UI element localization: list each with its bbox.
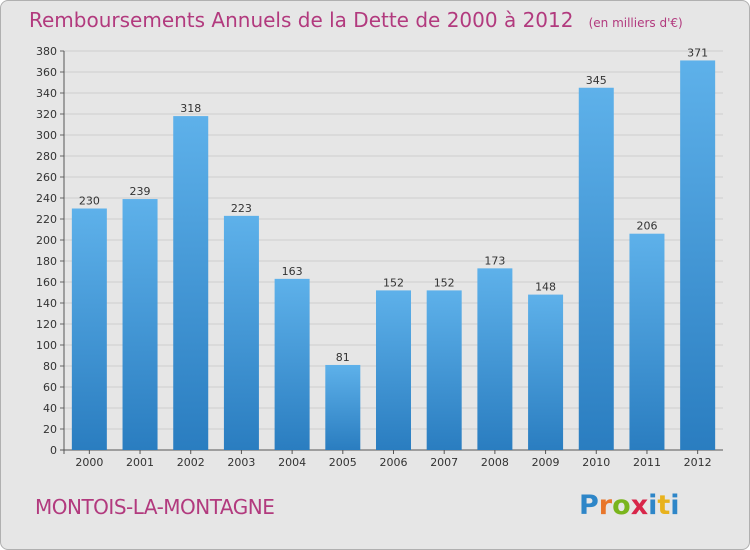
data-label: 163 xyxy=(282,265,303,278)
y-tick-label: 160 xyxy=(36,276,57,289)
x-tick-label: 2004 xyxy=(278,456,306,469)
y-tick-label: 60 xyxy=(43,381,57,394)
labels: 0 20 40 60 80 100 120 140 160 180 200 220 240 260 280 3… xyxy=(36,45,712,469)
x-tick-label: 2009 xyxy=(532,456,560,469)
bar xyxy=(325,364,361,450)
y-tick-label: 140 xyxy=(36,297,57,310)
data-label: 173 xyxy=(484,254,505,267)
bar xyxy=(477,268,513,450)
logo-letter: i xyxy=(648,490,658,521)
x-tick-label: 2006 xyxy=(380,456,408,469)
logo-letter: t xyxy=(657,490,671,521)
y-tick-label: 360 xyxy=(36,66,57,79)
bars xyxy=(71,60,716,450)
logo-letter: i xyxy=(670,490,680,521)
bar xyxy=(173,116,209,450)
bar xyxy=(274,278,310,450)
y-tick-label: 280 xyxy=(36,150,57,163)
y-tick-label: 220 xyxy=(36,213,57,226)
x-tick-label: 2010 xyxy=(582,456,610,469)
y-tick-label: 40 xyxy=(43,402,57,415)
bar xyxy=(629,233,665,450)
bar xyxy=(223,215,259,450)
y-tick-label: 340 xyxy=(36,87,57,100)
bar xyxy=(376,290,411,450)
y-tick-label: 200 xyxy=(36,234,57,247)
bar xyxy=(680,60,716,450)
bar xyxy=(578,87,614,450)
x-tick-label: 2001 xyxy=(126,456,154,469)
logo-letter: o xyxy=(612,490,631,521)
bar xyxy=(71,208,107,450)
x-tick-label: 2012 xyxy=(684,456,712,469)
y-tick-label: 320 xyxy=(36,108,57,121)
logo-letter: r xyxy=(598,490,613,521)
x-tick-label: 2008 xyxy=(481,456,509,469)
y-tick-label: 180 xyxy=(36,255,57,268)
data-label: 148 xyxy=(535,281,556,294)
proxiti-logo[interactable]: Proxiti xyxy=(579,490,680,521)
data-label: 371 xyxy=(687,46,708,59)
y-tick-label: 260 xyxy=(36,171,57,184)
x-tick-label: 2000 xyxy=(75,456,103,469)
y-tick-label: 100 xyxy=(36,339,57,352)
chart-title: Remboursements Annuels de la Dette de 20… xyxy=(29,8,574,32)
x-tick-label: 2003 xyxy=(227,456,255,469)
data-label: 206 xyxy=(636,220,657,233)
y-tick-label: 240 xyxy=(36,192,57,205)
data-label: 318 xyxy=(180,102,201,115)
bar xyxy=(528,294,564,450)
data-label: 152 xyxy=(434,276,455,289)
logo-letter: x xyxy=(630,490,649,521)
x-tick-label: 2002 xyxy=(177,456,205,469)
bar xyxy=(122,199,158,450)
x-tick-label: 2007 xyxy=(430,456,458,469)
y-tick-label: 300 xyxy=(36,129,57,142)
chart-unit: (en milliers d'€) xyxy=(588,16,683,30)
data-label: 230 xyxy=(79,195,100,208)
y-tick-label: 80 xyxy=(43,360,57,373)
data-label: 345 xyxy=(586,74,607,87)
data-label: 81 xyxy=(336,351,350,364)
data-label: 152 xyxy=(383,276,404,289)
y-tick-label: 20 xyxy=(43,423,57,436)
data-label: 223 xyxy=(231,202,252,215)
data-label: 239 xyxy=(130,185,151,198)
y-tick-label: 120 xyxy=(36,318,57,331)
commune-name: MONTOIS-LA-MONTAGNE xyxy=(35,495,275,519)
bar xyxy=(426,290,462,450)
y-tick-label: 0 xyxy=(50,444,57,457)
y-tick-label: 380 xyxy=(36,45,57,58)
x-tick-label: 2005 xyxy=(329,456,357,469)
logo-letter: P xyxy=(579,490,599,521)
title-row: Remboursements Annuels de la Dette de 20… xyxy=(29,8,683,32)
x-tick-label: 2011 xyxy=(633,456,661,469)
